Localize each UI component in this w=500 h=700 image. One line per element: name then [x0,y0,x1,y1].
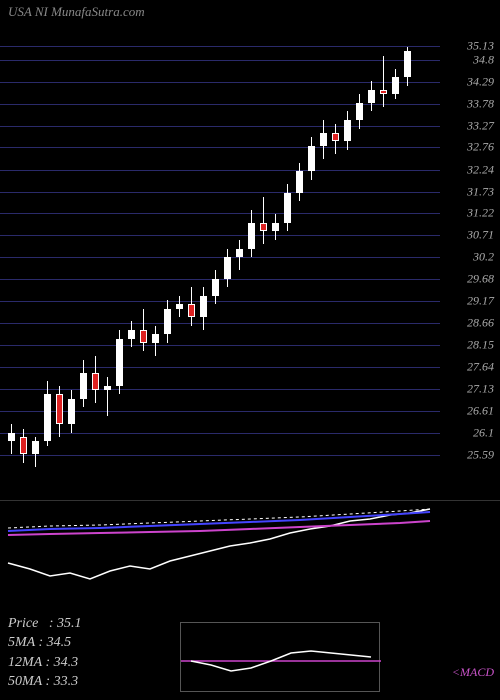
price-value: 35.1 [57,616,82,631]
gridline [0,60,440,61]
ma5-label: 5MA [8,635,35,650]
price-axis-label: 35.13 [467,38,494,53]
gridline [0,170,440,171]
gridline [0,104,440,105]
macd-inset [180,622,380,692]
price-axis-label: 33.78 [467,96,494,111]
price-axis-label: 29.68 [467,272,494,287]
price-axis-label: 27.13 [467,381,494,396]
gridline [0,126,440,127]
price-axis-label: 25.59 [467,447,494,462]
gridline [0,257,440,258]
gridline [0,455,440,456]
gridline [0,389,440,390]
gridline [0,192,440,193]
price-axis-label: 30.2 [473,250,494,265]
gridline [0,235,440,236]
ma50-label: 50MA [8,674,42,689]
gridline [0,301,440,302]
price-info-box: Price : 35.1 5MA : 34.5 12MA : 34.3 50MA… [8,614,82,692]
ma50-value: 33.3 [54,674,79,689]
price-axis-label: 33.27 [467,118,494,133]
price-axis-label: 30.71 [467,228,494,243]
ma5-value: 34.5 [47,635,72,650]
gridline [0,82,440,83]
ma12-label: 12MA [8,655,42,670]
price-axis-label: 26.61 [467,404,494,419]
price-axis-label: 34.29 [467,74,494,89]
price-axis-label: 31.22 [467,206,494,221]
ma12-row: 12MA : 34.3 [8,653,82,673]
price-label: Price [8,616,38,631]
ma12-value: 34.3 [54,655,79,670]
gridline [0,213,440,214]
price-axis-label: 28.15 [467,338,494,353]
price-row: Price : 35.1 [8,614,82,634]
ma5-row: 5MA : 34.5 [8,633,82,653]
gridline [0,147,440,148]
gridline [0,345,440,346]
gridline [0,367,440,368]
gridline [0,46,440,47]
price-axis-label: 27.64 [467,359,494,374]
price-axis-label: 32.76 [467,140,494,155]
chart-header: USA NI MunafaSutra.com [8,4,145,20]
price-axis-label: 28.66 [467,316,494,331]
gridline [0,279,440,280]
price-axis-label: 26.1 [473,425,494,440]
ma50-row: 50MA : 33.3 [8,672,82,692]
gridline [0,433,440,434]
price-axis-label: 34.8 [473,53,494,68]
macd-label: <MACD [452,665,494,680]
price-axis-label: 32.24 [467,162,494,177]
candlestick-chart: 35.1334.8 34.29 33.78 33.27 32.76 32.24 31.73 3… [0,30,500,480]
price-axis-label: 31.73 [467,184,494,199]
price-axis-label: 29.17 [467,294,494,309]
gridline [0,323,440,324]
indicator-panel [0,500,500,620]
gridline [0,411,440,412]
